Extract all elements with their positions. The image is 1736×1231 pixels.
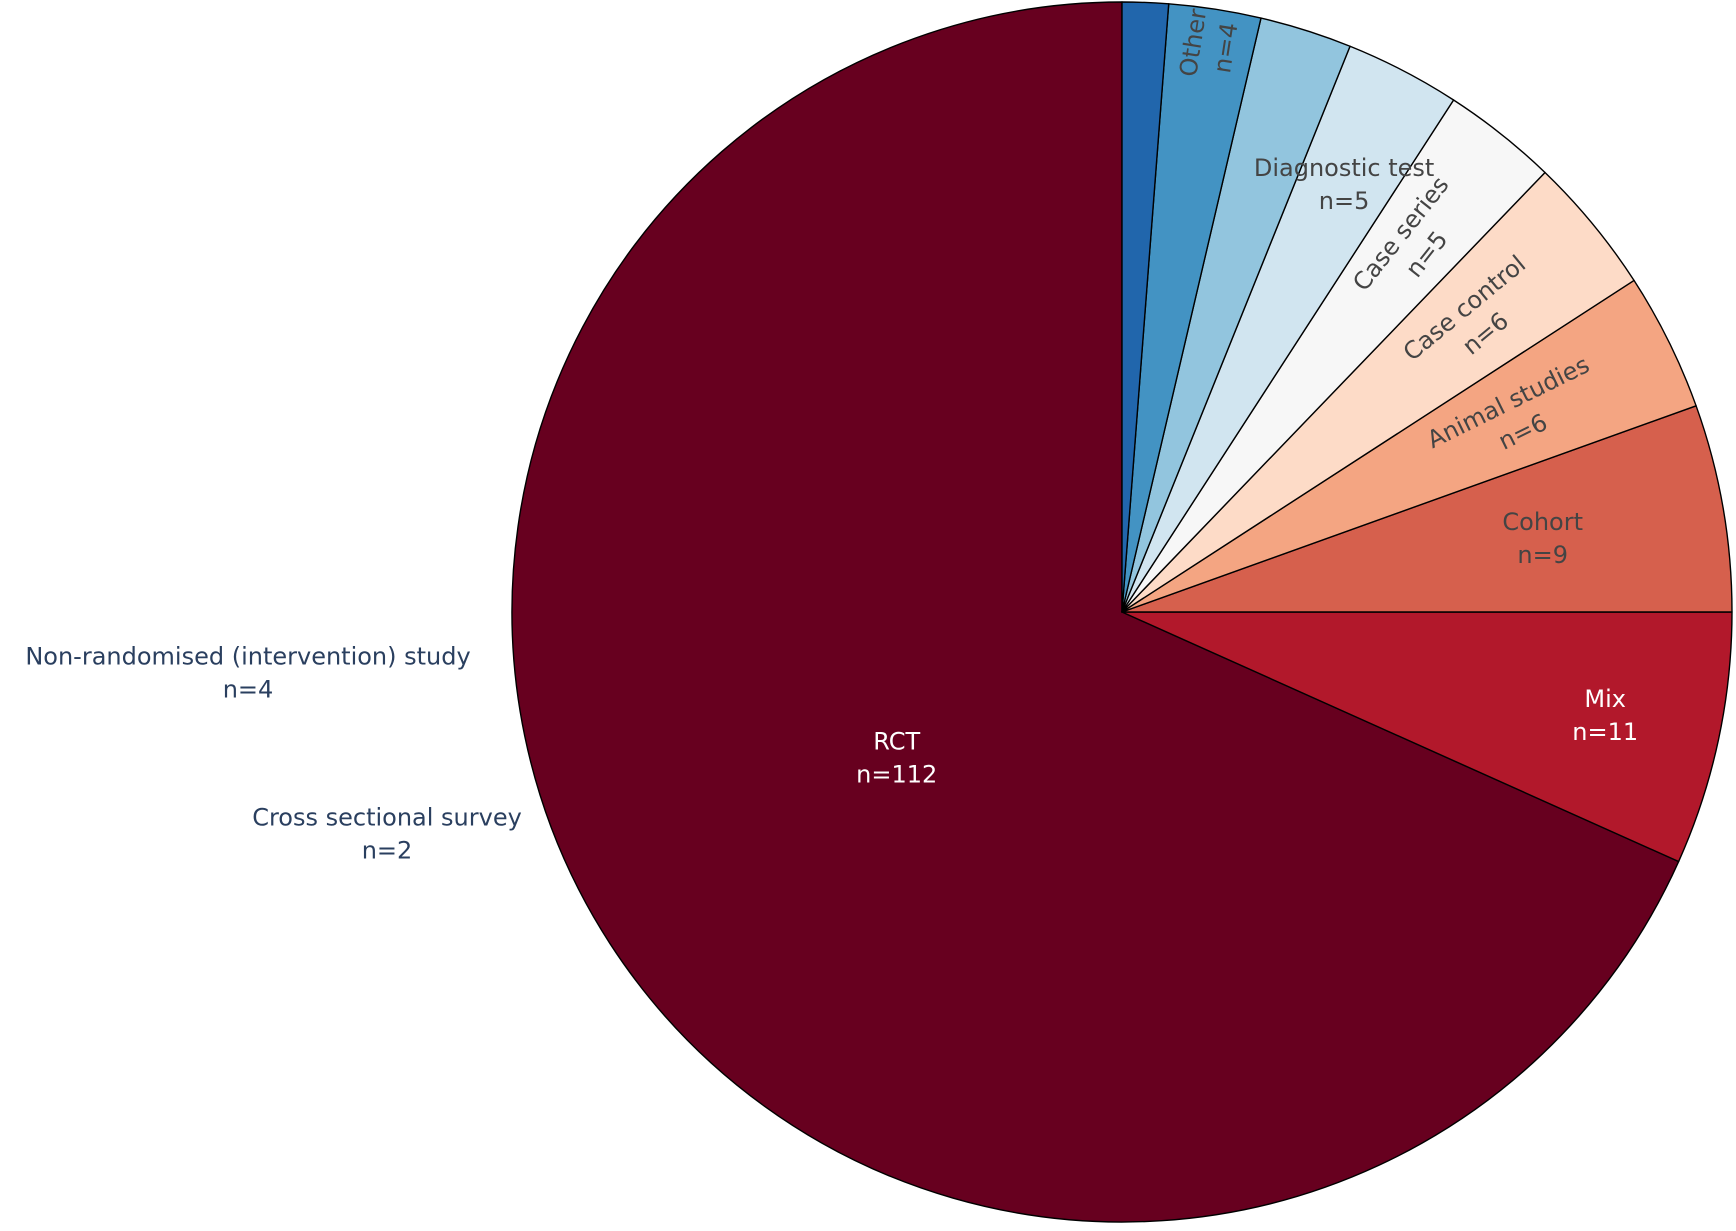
pie-slice-mix xyxy=(1121,611,1733,863)
pie-slices xyxy=(511,1,1733,1223)
slice-label-non-randomised-intervention-study: Non-randomised (intervention) study n=4 xyxy=(25,643,470,704)
slice-label-rct: RCT n=112 xyxy=(856,727,937,788)
slice-count: n=9 xyxy=(1517,541,1568,569)
slice-label-mix: Mix n=11 xyxy=(1572,685,1638,746)
slice-count: n=112 xyxy=(856,760,937,788)
slice-count: n=5 xyxy=(1319,187,1370,215)
slice-name: Non-randomised (intervention) study xyxy=(25,643,470,671)
slice-name: Cross sectional survey xyxy=(252,804,522,832)
slice-name: Diagnostic test xyxy=(1254,154,1434,182)
slice-count: n=4 xyxy=(223,676,274,704)
slice-name: Mix xyxy=(1584,685,1626,713)
slice-label-diagnostic-test: Diagnostic test n=5 xyxy=(1254,154,1434,215)
slice-count: n=11 xyxy=(1572,718,1638,746)
pie-slice-rct xyxy=(511,1,1680,1223)
slice-label-cohort: Cohort n=9 xyxy=(1502,508,1583,569)
pie-slice-cohort xyxy=(1121,405,1733,613)
pie-slice-cross-sectional-survey xyxy=(1121,1,1170,613)
slice-label-cross-sectional-survey: Cross sectional survey n=2 xyxy=(252,804,522,865)
slice-name: RCT xyxy=(873,727,920,755)
slice-count: n=2 xyxy=(362,837,413,865)
slice-name: Cohort xyxy=(1502,508,1583,536)
